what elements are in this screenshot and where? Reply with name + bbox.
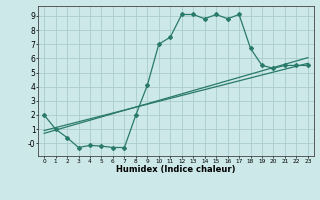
X-axis label: Humidex (Indice chaleur): Humidex (Indice chaleur) — [116, 165, 236, 174]
